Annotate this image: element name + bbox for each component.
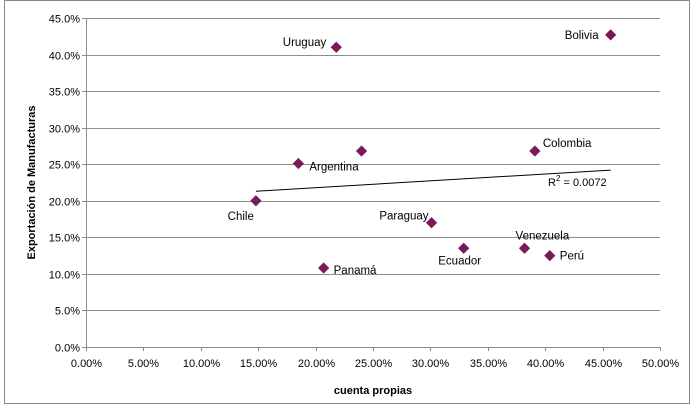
r-squared-base: R: [548, 177, 556, 189]
x-tick-label: 5.00%: [128, 358, 159, 370]
x-tick-label: 0.00%: [71, 358, 102, 370]
point-labels: Bolivia Uruguay Colombia Argentina Chile Para…: [228, 30, 600, 277]
y-tick-label: 40.0%: [49, 51, 80, 63]
x-tick-label: 45.00%: [585, 358, 623, 370]
y-tick-label: 0.0%: [55, 343, 80, 355]
x-tick-label: 10.00%: [183, 358, 221, 370]
x-tick-label: 35.00%: [470, 358, 508, 370]
data-point: [544, 249, 556, 262]
point-label: Perú: [560, 251, 584, 263]
point-label: Argentina: [309, 161, 359, 173]
y-axis-title: Exportación de Manufacturas: [26, 105, 38, 259]
r-squared-value: = 0.0072: [560, 177, 606, 189]
point-label: Bolivia: [565, 30, 599, 42]
x-tick-label: 50.00%: [642, 358, 680, 370]
data-point: [292, 157, 305, 170]
point-label: Ecuador: [438, 255, 481, 267]
x-tick-label: 20.00%: [298, 358, 336, 370]
data-point: [318, 262, 330, 274]
y-tick-labels: 0.0% 5.0% 10.0% 15.0% 20.0% 25.0% 30.0% 35.0% 40…: [49, 14, 80, 355]
trendline: [255, 169, 611, 192]
point-label: Uruguay: [283, 37, 327, 49]
x-axis-title: cuenta propias: [334, 385, 412, 397]
data-point: [355, 145, 368, 157]
point-label: Paraguay: [379, 211, 428, 223]
y-tick-label: 5.0%: [55, 306, 80, 318]
r-squared-exponent: 2: [556, 174, 561, 183]
x-tick-label: 15.00%: [240, 358, 278, 370]
y-tick-label: 10.0%: [49, 270, 80, 282]
point-label: Chile: [228, 211, 254, 223]
y-tick-label: 25.0%: [49, 160, 80, 172]
data-point: [605, 29, 617, 41]
point-label: Panamá: [334, 265, 377, 277]
axes: [82, 18, 661, 351]
x-tick-label: 25.00%: [355, 358, 393, 370]
data-point: [529, 145, 541, 157]
x-tick-label: 30.00%: [412, 358, 450, 370]
y-tick-label: 35.0%: [49, 87, 80, 99]
r-squared-annotation: R2 = 0.0072: [548, 174, 607, 189]
data-point: [518, 242, 531, 254]
x-tick-labels: 0.00% 5.00% 10.00% 15.00% 20.00% 25.00% 30.00%…: [71, 358, 679, 370]
data-point: [458, 242, 470, 254]
data-point: [425, 217, 438, 229]
y-tick-label: 15.0%: [49, 233, 80, 245]
y-tick-label: 20.0%: [49, 197, 80, 209]
y-tick-label: 30.0%: [49, 124, 80, 136]
point-label: Venezuela: [516, 230, 570, 242]
gridlines: [86, 18, 660, 311]
trendline-group: [255, 169, 611, 192]
x-tick-label: 40.00%: [527, 358, 565, 370]
point-label: Colombia: [543, 138, 592, 150]
data-point: [250, 195, 262, 207]
y-tick-label: 45.0%: [49, 14, 80, 26]
data-point: [330, 41, 342, 53]
data-points: [250, 29, 617, 274]
